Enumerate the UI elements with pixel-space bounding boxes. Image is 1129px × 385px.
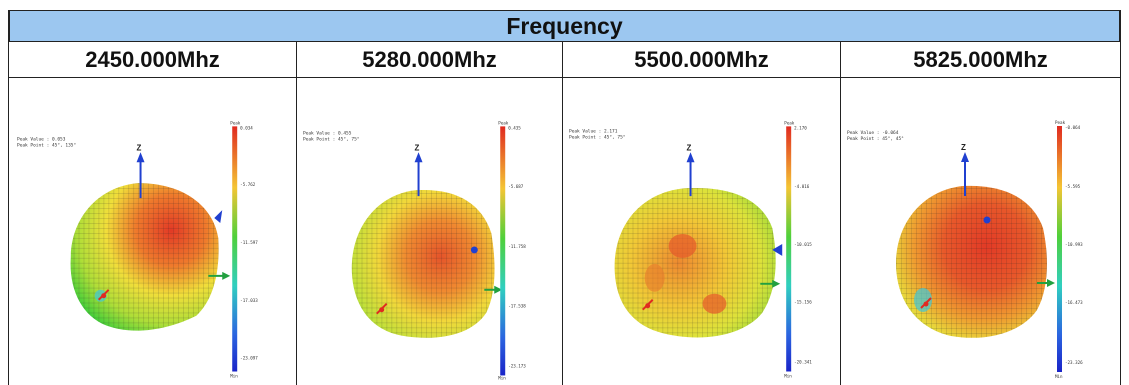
- radiation-pattern-svg: Peak Value : 0.053 Peak Point : 45°, 135…: [17, 120, 258, 378]
- z-axis-label: Z: [961, 143, 966, 152]
- frequency-label: 5825.000Mhz: [841, 42, 1120, 78]
- y-axis-point-icon: [470, 246, 478, 254]
- peak-point-text: Peak Point : 45°, 75°: [303, 136, 360, 142]
- x-axis-arrow-icon: [494, 285, 503, 294]
- scale-top-label: Peak: [230, 120, 241, 125]
- scale-tick: -11.758: [508, 244, 526, 249]
- radiation-pattern-svg: Peak Value : 0.455 Peak Point : 45°, 75°…: [303, 120, 526, 380]
- scale-top-label: Peak: [784, 120, 795, 125]
- y-axis-point-icon: [983, 216, 991, 224]
- scale-tick: -11.597: [240, 240, 258, 245]
- scale-tick: -10.993: [1065, 242, 1083, 247]
- scale-tick: -5.687: [508, 184, 524, 189]
- frequency-label: 5280.000Mhz: [297, 42, 562, 78]
- radiation-pattern-svg: Peak Value : -0.064 Peak Point : 45°, 45…: [847, 120, 1083, 379]
- scale-tick: -17.538: [508, 304, 526, 309]
- scale-tick: -23.097: [240, 356, 258, 361]
- scale-tick: -15.156: [794, 300, 812, 305]
- peak-marker: [101, 293, 107, 299]
- scale-tick: -10.015: [794, 242, 812, 247]
- scale-tick: -20.341: [794, 360, 812, 365]
- peak-value-text: Peak Value : 0.053: [17, 136, 66, 142]
- scale-bottom-label: Min: [498, 375, 506, 380]
- color-scale-bar: [1057, 126, 1062, 372]
- scale-tick: -17.033: [240, 298, 258, 303]
- scale-tick: -0.064: [1065, 125, 1081, 130]
- scale-top-label: Peak: [498, 120, 509, 125]
- peak-point-text: Peak Point : 45°, 75°: [569, 134, 626, 140]
- freq-cell-5280: 5280.000Mhz: [297, 42, 563, 385]
- scale-bottom-label: Min: [1055, 374, 1063, 379]
- scale-top-label: Peak: [1055, 120, 1066, 125]
- peak-point-text: Peak Point : 45°, 135°: [17, 142, 76, 148]
- z-axis-arrow-icon: [414, 152, 423, 163]
- scale-bottom-label: Min: [784, 373, 792, 378]
- color-scale-bar: [786, 126, 792, 372]
- peak-value-text: Peak Value : 0.455: [303, 130, 352, 136]
- radiation-pattern-svg: Peak Value : 2.171 Peak Point : 45°, 75°…: [569, 120, 812, 378]
- scale-tick: -16.473: [1065, 300, 1083, 305]
- z-axis-label: Z: [415, 143, 420, 152]
- peak-marker: [923, 301, 929, 307]
- scale-bottom-label: Min: [230, 373, 238, 378]
- scale-tick: -5.595: [1065, 184, 1081, 189]
- z-axis-label: Z: [137, 143, 142, 152]
- peak-value-text: Peak Value : -0.064: [847, 130, 899, 136]
- freq-cell-5825: 5825.000Mhz: [841, 42, 1120, 385]
- scale-tick: -4.016: [794, 184, 810, 189]
- scale-tick: 0.435: [508, 125, 521, 130]
- x-axis-arrow-icon: [772, 279, 781, 288]
- y-axis-arrow-icon: [772, 243, 783, 256]
- z-axis-arrow-icon: [686, 152, 695, 163]
- color-scale-bar: [500, 126, 506, 376]
- radiation-pattern-plot: Peak Value : 0.455 Peak Point : 45°, 75°…: [297, 78, 562, 385]
- z-axis-arrow-icon: [136, 152, 145, 163]
- frequency-row: 2450.000Mhz: [9, 42, 1120, 385]
- peak-point-text: Peak Point : 45°, 45°: [847, 136, 904, 142]
- y-axis-arrow-icon: [214, 210, 223, 224]
- color-scale-bar: [232, 126, 238, 372]
- table-header-frequency: Frequency: [9, 10, 1120, 42]
- scale-tick: 2.170: [794, 125, 807, 130]
- radiation-pattern-plot: Peak Value : -0.064 Peak Point : 45°, 45…: [841, 78, 1120, 385]
- freq-cell-5500: 5500.000Mhz: [563, 42, 841, 385]
- radiation-pattern-plot: Peak Value : 2.171 Peak Point : 45°, 75°…: [563, 78, 840, 385]
- frequency-label: 2450.000Mhz: [9, 42, 296, 78]
- frequency-table: Frequency 2450.000Mhz: [8, 10, 1121, 385]
- radiation-pattern-plot: Peak Value : 0.053 Peak Point : 45°, 135…: [9, 78, 296, 385]
- x-axis-arrow-icon: [1047, 279, 1055, 287]
- peak-marker: [379, 307, 385, 313]
- freq-cell-2450: 2450.000Mhz: [9, 42, 297, 385]
- scale-tick: -23.173: [508, 363, 526, 368]
- z-axis-label: Z: [687, 143, 692, 152]
- peak-marker: [645, 303, 651, 309]
- x-axis-arrow-icon: [222, 271, 231, 280]
- scale-tick: -23.326: [1065, 360, 1083, 365]
- scale-tick: 0.034: [240, 125, 253, 130]
- scale-tick: -5.762: [240, 182, 256, 187]
- peak-value-text: Peak Value : 2.171: [569, 128, 618, 134]
- frequency-label: 5500.000Mhz: [563, 42, 840, 78]
- z-axis-arrow-icon: [961, 152, 969, 162]
